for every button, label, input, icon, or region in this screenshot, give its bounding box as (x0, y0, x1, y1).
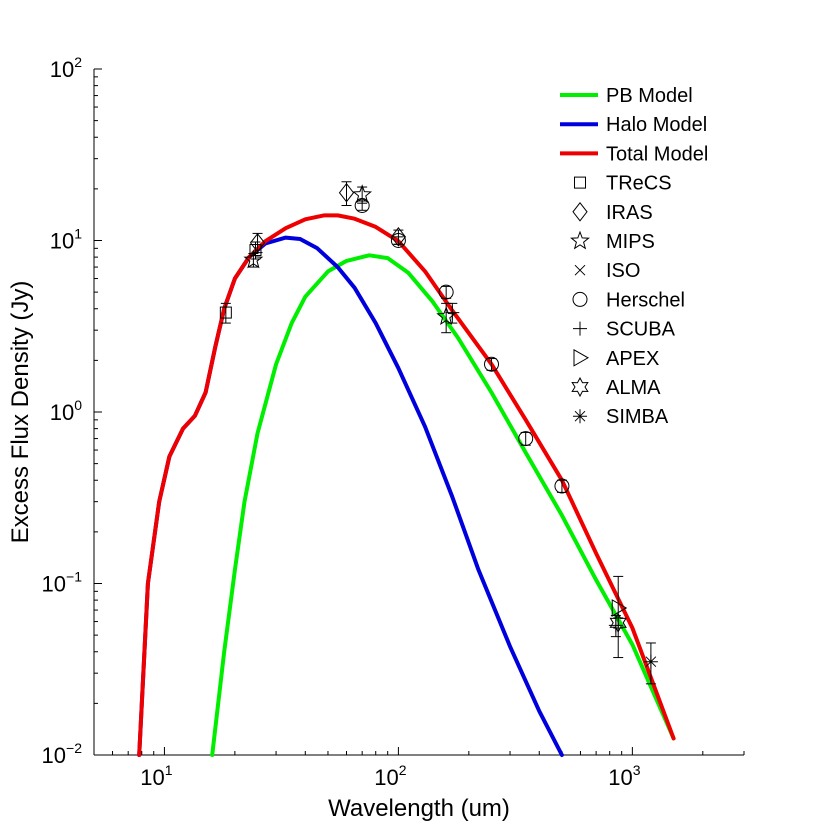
y-tick-label: 10−1 (42, 569, 83, 597)
legend-label: ISO (606, 260, 640, 282)
scuba-point (445, 305, 460, 320)
x-axis-title: Wavelength (um) (328, 795, 510, 822)
simba-point (643, 654, 658, 669)
iras-point (249, 232, 266, 253)
legend-label: Total Model (606, 143, 708, 165)
model-curves (137, 213, 676, 757)
legend-label: APEX (606, 348, 659, 370)
y-tick-label: 101 (50, 226, 82, 254)
legend-marker-herschel (572, 291, 588, 307)
legend-label: TReCS (606, 173, 672, 195)
observation-points (219, 181, 658, 685)
legend-label: Halo Model (606, 114, 707, 136)
pb-model-curve (210, 253, 676, 757)
error-bar (357, 200, 368, 211)
legend-marker-iras (572, 201, 588, 222)
herschel-point (390, 233, 406, 248)
herschel-point (484, 356, 500, 372)
legend-label: ALMA (606, 377, 661, 399)
legend-label: SIMBA (606, 406, 669, 428)
legend-marker-scuba (573, 321, 587, 336)
legend-label: SCUBA (606, 319, 676, 341)
error-bar (613, 617, 624, 629)
x-tick-label: 102 (374, 762, 406, 790)
legend-label: Herschel (606, 289, 685, 311)
error-bar (613, 575, 624, 659)
legend-marker-mips (570, 230, 590, 250)
legend-marker-alma (571, 376, 589, 398)
iras-point (390, 227, 407, 247)
legend-marker-apex (573, 348, 590, 367)
apex-point (611, 599, 628, 617)
herschel-point (554, 478, 570, 494)
iras-point (338, 182, 355, 203)
trecs-point (219, 306, 232, 319)
legend-marker-iso (574, 264, 586, 276)
mips-point (243, 249, 264, 269)
y-tick-label: 10−2 (42, 740, 83, 768)
legend-label: MIPS (606, 231, 655, 253)
total-model-curve (137, 213, 676, 757)
legend-marker-trecs (574, 176, 586, 189)
herschel-point (354, 197, 370, 213)
legend-label: IRAS (606, 202, 653, 224)
alma-point (609, 612, 627, 633)
error-bar (248, 252, 259, 268)
legend-marker-simba (573, 409, 587, 424)
x-tick-label: 101 (140, 762, 172, 790)
legend-label: PB Model (606, 85, 693, 107)
y-tick-label: 102 (50, 54, 82, 82)
halo-model-curve (137, 235, 564, 757)
x-tick-label: 103 (608, 762, 640, 790)
legend: PB Model Halo Model Total Model TReCS IRAS MI… (560, 85, 708, 428)
y-axis-title: Excess Flux Density (Jy) (7, 281, 34, 544)
axes: 101 102 103 10−2 10−1 100 101 102 (42, 54, 745, 790)
y-tick-label: 100 (50, 397, 82, 425)
herschel-point (438, 284, 454, 300)
herschel-point (518, 431, 534, 447)
error-bar (393, 236, 404, 245)
